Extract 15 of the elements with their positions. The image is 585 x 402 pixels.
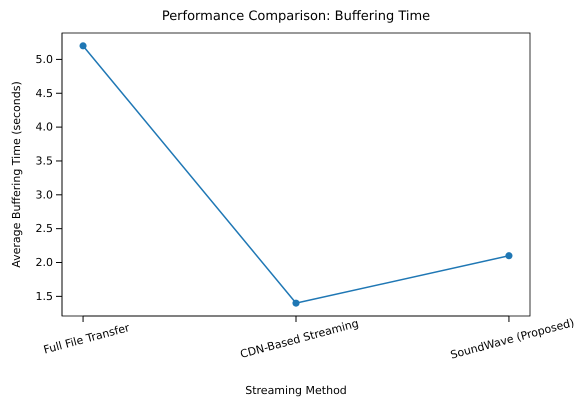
y-tick-label: 4.0	[36, 120, 53, 134]
y-tick-label: 4.5	[36, 86, 53, 100]
y-tick-label: 3.5	[36, 154, 53, 168]
point	[79, 42, 87, 50]
y-tick-label: 3.0	[36, 188, 53, 202]
y-tick-label: 2.5	[36, 222, 53, 236]
point	[292, 300, 300, 307]
point	[505, 252, 513, 260]
y-tick-label: 1.5	[36, 290, 53, 303]
y-tick-label: 2.0	[36, 256, 53, 270]
x-tick-label: Full File Transfer	[42, 321, 132, 357]
x-axis-title: Streaming Method	[245, 384, 347, 397]
y-tick-label: 5.0	[36, 52, 53, 66]
chart-title: Performance Comparison: Buffering Time	[162, 9, 430, 24]
y-axis-title: Average Buffering Time (seconds)	[10, 81, 23, 268]
